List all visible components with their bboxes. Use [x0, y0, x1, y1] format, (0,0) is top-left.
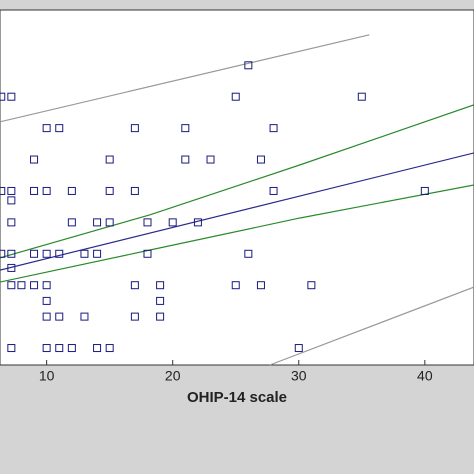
point [30, 249, 39, 258]
point [105, 344, 114, 353]
point [7, 263, 16, 272]
point [206, 155, 215, 164]
point [93, 249, 102, 258]
fit-line [0, 34, 370, 123]
point [42, 124, 51, 133]
point [30, 281, 39, 290]
point [130, 124, 139, 133]
point [105, 155, 114, 164]
point [0, 92, 6, 101]
x-tick-label: 30 [291, 368, 307, 384]
fit-line [269, 286, 474, 366]
point [42, 281, 51, 290]
point [80, 312, 89, 321]
point [42, 186, 51, 195]
point [231, 281, 240, 290]
fit-line [0, 184, 474, 283]
point [130, 312, 139, 321]
point [93, 344, 102, 353]
point [156, 296, 165, 305]
point [42, 249, 51, 258]
point [67, 186, 76, 195]
x-tick-label: 20 [165, 368, 181, 384]
point [130, 281, 139, 290]
point [105, 186, 114, 195]
point [244, 61, 253, 70]
x-tick-label: 10 [39, 368, 55, 384]
point [7, 281, 16, 290]
point [7, 186, 16, 195]
point [420, 186, 429, 195]
point [0, 186, 6, 195]
point [181, 124, 190, 133]
point [55, 124, 64, 133]
point [143, 249, 152, 258]
point [17, 281, 26, 290]
point [55, 344, 64, 353]
point [181, 155, 190, 164]
point [42, 312, 51, 321]
point [0, 249, 6, 258]
point [256, 155, 265, 164]
point [130, 186, 139, 195]
point [7, 218, 16, 227]
point [30, 186, 39, 195]
point [231, 92, 240, 101]
point [93, 218, 102, 227]
point [256, 281, 265, 290]
point [42, 296, 51, 305]
point [143, 218, 152, 227]
point [55, 312, 64, 321]
point [55, 249, 64, 258]
point [7, 196, 16, 205]
plot-area [0, 9, 474, 366]
x-axis-label: OHIP-14 scale [187, 389, 287, 406]
point [357, 92, 366, 101]
point [269, 186, 278, 195]
point [80, 249, 89, 258]
point [105, 218, 114, 227]
point [193, 218, 202, 227]
point [7, 249, 16, 258]
point [269, 124, 278, 133]
point [294, 344, 303, 353]
x-tick-label: 40 [417, 368, 433, 384]
point [67, 344, 76, 353]
point [67, 218, 76, 227]
point [244, 249, 253, 258]
point [42, 344, 51, 353]
point [30, 155, 39, 164]
fit-line [0, 152, 474, 271]
point [156, 312, 165, 321]
point [307, 281, 316, 290]
point [168, 218, 177, 227]
point [7, 92, 16, 101]
point [7, 344, 16, 353]
fit-line [0, 104, 474, 259]
point [156, 281, 165, 290]
